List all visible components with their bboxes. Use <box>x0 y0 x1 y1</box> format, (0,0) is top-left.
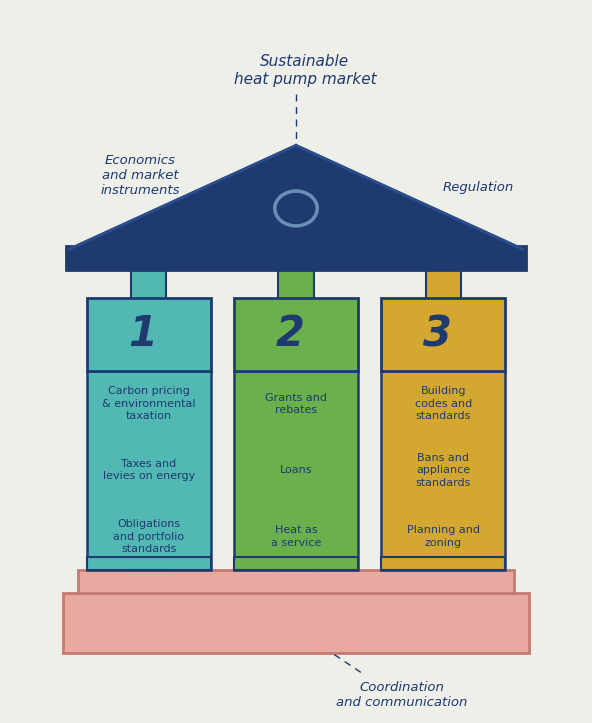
FancyBboxPatch shape <box>381 370 505 570</box>
Text: Financial
support: Financial support <box>308 189 366 216</box>
FancyBboxPatch shape <box>87 370 211 570</box>
FancyBboxPatch shape <box>78 570 514 593</box>
Text: Carbon pricing
& environmental
taxation: Carbon pricing & environmental taxation <box>102 386 195 421</box>
Text: Planning and
zoning: Planning and zoning <box>407 526 480 548</box>
Text: Heat as
a service: Heat as a service <box>271 526 321 548</box>
Text: Bans and
appliance
standards: Bans and appliance standards <box>416 453 471 487</box>
FancyBboxPatch shape <box>234 557 358 570</box>
FancyBboxPatch shape <box>131 270 166 570</box>
Text: Taxes and
levies on energy: Taxes and levies on energy <box>102 459 195 482</box>
FancyBboxPatch shape <box>234 370 358 570</box>
Polygon shape <box>69 145 523 249</box>
FancyBboxPatch shape <box>66 247 526 270</box>
Text: Loans: Loans <box>280 465 312 475</box>
FancyBboxPatch shape <box>63 593 529 653</box>
FancyBboxPatch shape <box>87 299 211 370</box>
FancyBboxPatch shape <box>426 270 461 570</box>
Text: 2: 2 <box>276 314 305 356</box>
FancyBboxPatch shape <box>234 299 358 370</box>
Text: 1: 1 <box>128 314 157 356</box>
Text: Economics
and market
instruments: Economics and market instruments <box>100 154 179 197</box>
FancyBboxPatch shape <box>381 299 505 370</box>
Text: Grants and
rebates: Grants and rebates <box>265 393 327 415</box>
Text: 3: 3 <box>423 314 452 356</box>
FancyBboxPatch shape <box>381 557 505 570</box>
Text: Sustainable
heat pump market: Sustainable heat pump market <box>233 54 376 87</box>
FancyBboxPatch shape <box>87 557 211 570</box>
Text: Regulation: Regulation <box>443 181 514 194</box>
Text: Obligations
and portfolio
standards: Obligations and portfolio standards <box>113 519 184 554</box>
Text: Coordination
and communication: Coordination and communication <box>336 680 468 709</box>
Text: Building
codes and
standards: Building codes and standards <box>414 386 472 421</box>
FancyBboxPatch shape <box>278 270 314 570</box>
